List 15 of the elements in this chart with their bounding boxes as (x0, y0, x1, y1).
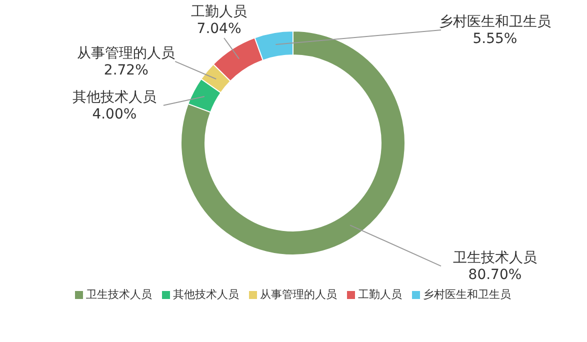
data-label: 4.00% (92, 106, 137, 122)
slice-label: 工勤人员 (191, 4, 248, 20)
data-label: 7.04% (196, 21, 242, 37)
legend-label: 其他技术人员 (173, 288, 239, 301)
legend-label: 乡村医生和卫生员 (423, 288, 511, 301)
data-label: 80.70% (468, 267, 522, 284)
slice-label: 乡村医生和卫生员 (439, 14, 551, 30)
data-label: 5.55% (472, 31, 518, 47)
slice-label: 从事管理的人员 (77, 45, 176, 62)
legend-label: 卫生技术人员 (86, 288, 152, 301)
legend-label: 从事管理的人员 (260, 288, 337, 301)
legend-label: 工勤人员 (358, 288, 402, 301)
slice-label: 卫生技术人员 (453, 250, 537, 266)
data-label: 2.72% (104, 62, 148, 78)
slice-label: 其他技术人员 (72, 89, 156, 106)
